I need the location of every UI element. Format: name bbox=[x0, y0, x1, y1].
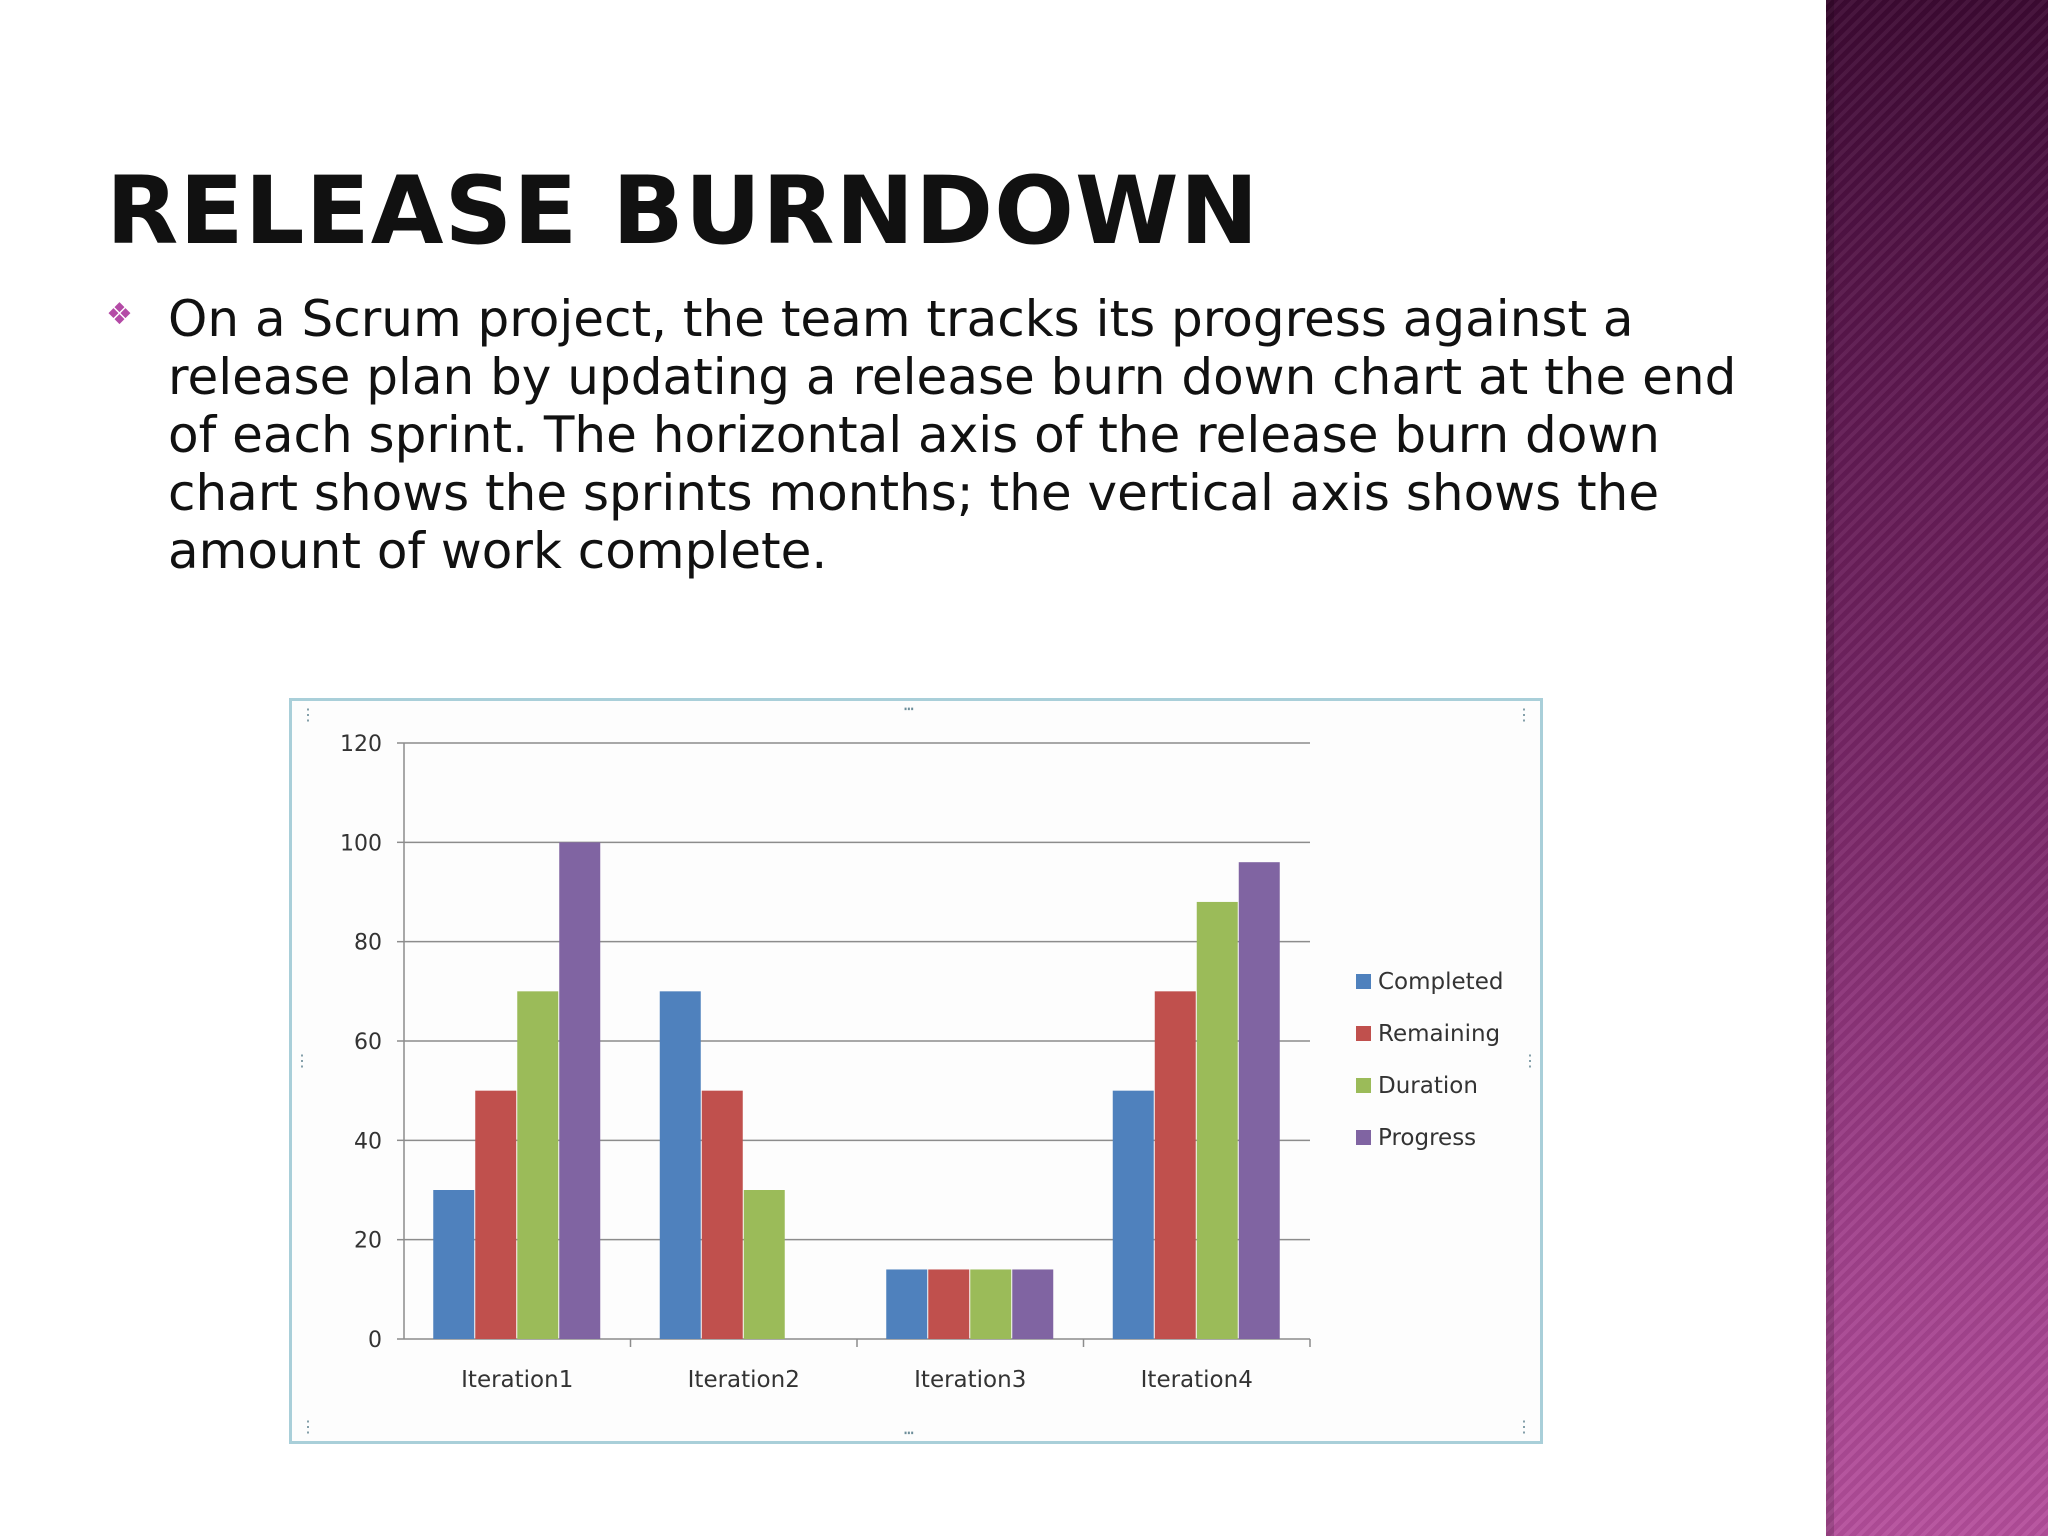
bar-completed-iteration2 bbox=[659, 991, 701, 1339]
diamond-bullet-icon: ❖ bbox=[106, 297, 133, 332]
y-tick-label: 120 bbox=[340, 732, 382, 757]
sidebar-edge bbox=[1826, 0, 1834, 1536]
legend-label-duration: Duration bbox=[1378, 1073, 1478, 1099]
resize-handle-bottom-left[interactable]: ⋮ bbox=[300, 1417, 316, 1436]
bar-remaining-iteration4 bbox=[1154, 991, 1196, 1339]
legend-label-remaining: Remaining bbox=[1378, 1021, 1500, 1047]
resize-handle-bottom-right[interactable]: ⋮ bbox=[1516, 1417, 1532, 1436]
slide-title: RELEASE BURNDOWN bbox=[106, 157, 1260, 266]
legend-label-progress: Progress bbox=[1378, 1125, 1476, 1151]
bar-completed-iteration1 bbox=[433, 1190, 475, 1339]
bar-progress-iteration3 bbox=[1012, 1269, 1054, 1339]
bar-duration-iteration2 bbox=[743, 1190, 785, 1339]
legend-swatch-remaining bbox=[1356, 1026, 1371, 1041]
legend-swatch-progress bbox=[1356, 1130, 1371, 1145]
y-tick-label: 100 bbox=[340, 831, 382, 856]
bar-completed-iteration4 bbox=[1112, 1090, 1154, 1339]
resize-handle-right[interactable]: ⋮ bbox=[1522, 1051, 1538, 1070]
resize-handle-top[interactable]: ⋯ bbox=[904, 699, 914, 718]
bar-duration-iteration3 bbox=[970, 1269, 1012, 1339]
bar-duration-iteration1 bbox=[517, 991, 559, 1339]
y-tick-label: 80 bbox=[354, 931, 382, 956]
bar-progress-iteration1 bbox=[559, 842, 601, 1339]
y-tick-label: 20 bbox=[354, 1229, 382, 1254]
bar-duration-iteration4 bbox=[1196, 901, 1238, 1339]
legend-label-completed: Completed bbox=[1378, 969, 1503, 995]
x-tick-label: Iteration1 bbox=[461, 1367, 573, 1393]
x-tick-label: Iteration2 bbox=[688, 1367, 800, 1393]
bar-remaining-iteration3 bbox=[928, 1269, 970, 1339]
legend-swatch-duration bbox=[1356, 1078, 1371, 1093]
bar-chart: 0 20 40 60 80 100 120 Iteration1 Iteration2 Itera… bbox=[340, 732, 1503, 1393]
decorative-sidebar bbox=[1826, 0, 2048, 1536]
chart-frame[interactable]: ⋮ ⋯ ⋮ ⋮ ⋮ ⋮ ⋯ ⋮ 0 20 40 60 80 100 120 Iteration… bbox=[289, 698, 1543, 1444]
resize-handle-bottom[interactable]: ⋯ bbox=[904, 1423, 914, 1442]
y-tick-label: 60 bbox=[354, 1030, 382, 1055]
x-tick-label: Iteration3 bbox=[914, 1367, 1026, 1393]
bullet-point: ❖ On a Scrum project, the team tracks it… bbox=[106, 290, 1746, 580]
resize-handle-left[interactable]: ⋮ bbox=[294, 1051, 310, 1070]
bullet-text: On a Scrum project, the team tracks its … bbox=[168, 290, 1737, 580]
bar-remaining-iteration2 bbox=[701, 1090, 743, 1339]
resize-handle-top-left[interactable]: ⋮ bbox=[300, 705, 316, 724]
y-tick-label: 0 bbox=[368, 1328, 382, 1353]
bar-remaining-iteration1 bbox=[475, 1090, 517, 1339]
legend-swatch-completed bbox=[1356, 974, 1371, 989]
resize-handle-top-right[interactable]: ⋮ bbox=[1516, 705, 1532, 724]
x-tick-label: Iteration4 bbox=[1141, 1367, 1253, 1393]
bar-completed-iteration3 bbox=[886, 1269, 928, 1339]
bar-progress-iteration4 bbox=[1238, 862, 1280, 1339]
y-tick-label: 40 bbox=[354, 1129, 382, 1154]
